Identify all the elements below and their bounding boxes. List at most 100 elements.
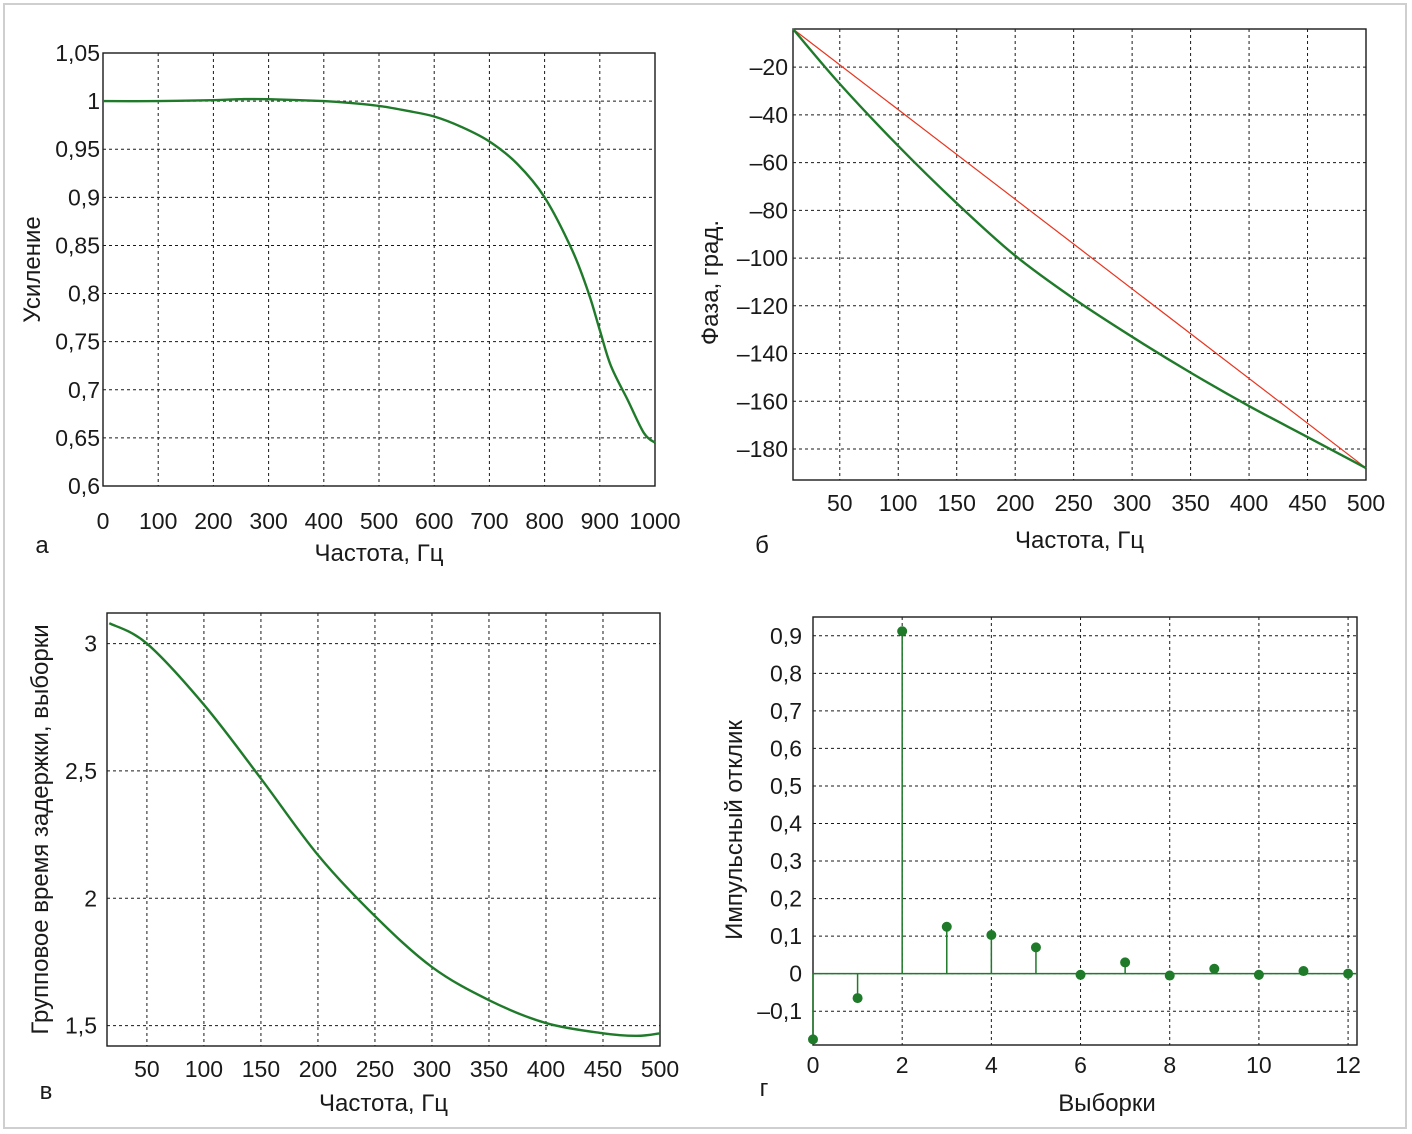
x-tick-label: 900: [581, 508, 619, 534]
gridlines: [813, 617, 1357, 1045]
y-tick-label: 2: [84, 885, 97, 911]
y-tick-label: 0,1: [770, 923, 802, 949]
x-tick-label: 1000: [629, 508, 680, 534]
stem-marker: [1253, 969, 1264, 980]
x-tick-label: 6: [1074, 1052, 1087, 1078]
plot-area-border: [792, 28, 1367, 481]
x-tick-label: 100: [139, 508, 177, 534]
x-tick-label: 450: [1288, 490, 1326, 516]
y-tick-label: –100: [737, 245, 788, 271]
stem-marker: [1120, 957, 1131, 968]
y-tick-label: –160: [737, 388, 788, 414]
x-tick-label: 4: [985, 1052, 998, 1078]
y-tick-label: 0,75: [55, 329, 100, 355]
y-tick-label: 0,4: [770, 810, 802, 836]
stem-marker: [1164, 970, 1175, 981]
x-tick-label: 200: [194, 508, 232, 534]
gridlines: [793, 29, 1366, 480]
x-axis-label: Выборки: [1058, 1090, 1156, 1117]
x-tick-label: 0: [97, 508, 110, 534]
x-tick-label: 12: [1335, 1052, 1361, 1078]
stem-marker: [1343, 968, 1354, 979]
y-tick-label: –180: [737, 436, 788, 462]
figure-frame: [3, 3, 1407, 1129]
y-tick-label: 1,05: [55, 40, 100, 66]
series-line-1: [792, 28, 1367, 469]
stem-marker: [808, 1034, 818, 1045]
plot-area-border: [812, 616, 1358, 1046]
y-tick-label: 0,3: [770, 848, 802, 874]
y-tick-label: 0,8: [770, 660, 802, 686]
panel-letter: а: [35, 532, 49, 559]
x-tick-label: 400: [527, 1056, 565, 1082]
panel-3: 50 100 150 200 250 300 350 400 450 500 1,5 2 2,5 3 Час…: [27, 612, 679, 1117]
y-tick-label: 0,7: [770, 698, 802, 724]
plot-area-border: [102, 52, 656, 487]
y-tick-label: –20: [750, 54, 788, 80]
x-tick-label: 350: [1171, 490, 1209, 516]
gridlines: [103, 53, 655, 486]
series-line-2: [792, 28, 1367, 470]
x-tick-label: 800: [525, 508, 563, 534]
x-tick-label: 2: [896, 1052, 909, 1078]
y-tick-label: 1: [87, 88, 100, 114]
panel-1: 0 100 200 300 400 500 600 700 800 900 1000 0,6 0,65 0…: [19, 40, 681, 567]
series-line-1: [108, 622, 661, 1038]
y-axis-label: Фаза, град.: [697, 220, 724, 345]
x-tick-label: 200: [299, 1056, 337, 1082]
x-tick-label: 600: [415, 508, 453, 534]
y-tick-label: –80: [750, 197, 788, 223]
x-tick-label: 200: [996, 490, 1034, 516]
x-tick-label: 10: [1246, 1052, 1272, 1078]
y-tick-label: –0,1: [757, 998, 802, 1024]
y-tick-label: –120: [737, 293, 788, 319]
x-tick-label: 150: [938, 490, 976, 516]
x-tick-label: 50: [827, 490, 853, 516]
panel-4: 0 2 4 6 8 10 12 –0,1 0 0,1 0,2 0,3 0,4 0,5 0,6 0,7 0,8 0,…: [721, 616, 1361, 1117]
y-axis-label: Усиление: [19, 216, 46, 322]
series-line-1: [102, 97, 656, 444]
x-tick-label: 500: [641, 1056, 679, 1082]
x-tick-label: 8: [1163, 1052, 1176, 1078]
y-tick-label: 1,5: [65, 1013, 97, 1039]
y-tick-label: 0,9: [770, 623, 802, 649]
x-tick-label: 250: [1054, 490, 1092, 516]
panel-letter: в: [40, 1078, 53, 1105]
y-tick-label: –60: [750, 150, 788, 176]
y-tick-label: 0,8: [68, 281, 100, 307]
panel-letter: б: [755, 532, 769, 559]
y-tick-label: 0,5: [770, 773, 802, 799]
y-tick-label: 0,95: [55, 136, 100, 162]
stem-marker: [1209, 963, 1220, 974]
x-tick-label: 100: [185, 1056, 223, 1082]
x-tick-label: 100: [879, 490, 917, 516]
y-tick-label: 0,6: [770, 735, 802, 761]
x-tick-label: 250: [356, 1056, 394, 1082]
x-axis-label: Частота, Гц: [314, 540, 443, 567]
x-tick-label: 150: [242, 1056, 280, 1082]
x-tick-label: 50: [134, 1056, 160, 1082]
x-tick-label: 500: [360, 508, 398, 534]
gridlines: [107, 613, 660, 1046]
y-tick-label: 0,6: [68, 473, 100, 499]
stem-marker: [1298, 966, 1309, 977]
x-tick-label: 300: [249, 508, 287, 534]
y-tick-label: 2,5: [65, 758, 97, 784]
plot-area-border: [106, 612, 661, 1047]
x-tick-label: 450: [584, 1056, 622, 1082]
y-tick-label: 0: [789, 961, 802, 987]
x-tick-label: 400: [1230, 490, 1268, 516]
y-tick-label: 0,9: [68, 184, 100, 210]
x-tick-label: 700: [470, 508, 508, 534]
x-axis-label: Частота, Гц: [1015, 527, 1144, 554]
y-tick-label: 3: [84, 631, 97, 657]
y-tick-label: –140: [737, 341, 788, 367]
x-tick-label: 500: [1347, 490, 1385, 516]
x-tick-label: 350: [470, 1056, 508, 1082]
stem-marker: [1075, 969, 1086, 980]
stem-marker: [1030, 942, 1041, 953]
stem-marker: [941, 921, 952, 932]
panel-2: 50 100 150 200 250 300 350 400 450 500 –20 –40 –60 –8…: [697, 28, 1385, 559]
x-axis-label: Частота, Гц: [319, 1090, 448, 1117]
